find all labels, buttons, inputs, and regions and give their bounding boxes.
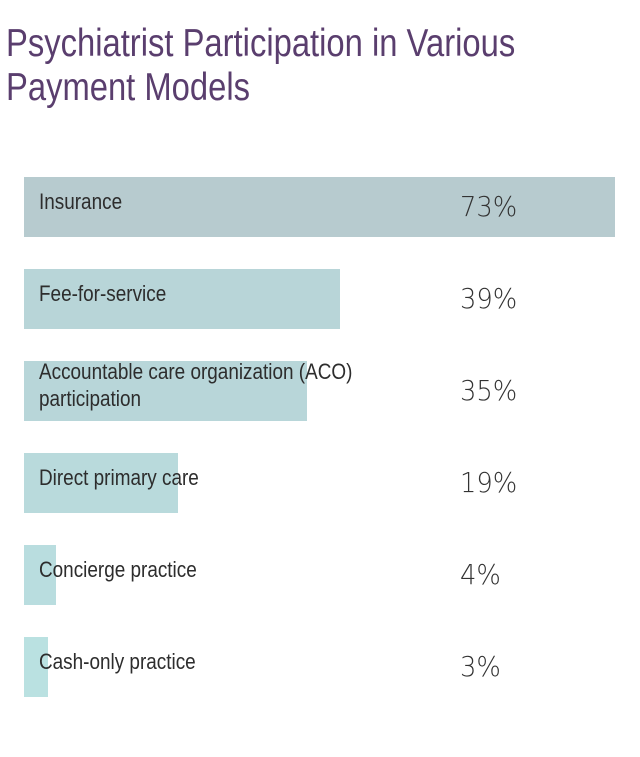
bar-row: Direct primary care 19% (0, 453, 640, 513)
bar (24, 177, 615, 237)
value-label: 35% (460, 374, 518, 407)
category-label-line: participation (39, 386, 142, 411)
bar-row: Concierge practice 4% (0, 545, 640, 605)
bar-row: Fee-for-service 39% (0, 269, 640, 329)
bar-row: Accountable care organization (ACO) parti… (0, 359, 640, 421)
bar (24, 545, 57, 605)
value-label: 4% (460, 558, 501, 591)
value-label: 73% (460, 190, 518, 223)
bar-row: Insurance 73% (0, 177, 640, 237)
category-label-line: Insurance (39, 188, 123, 214)
chart-title-line-1: Psychiatrist Participation in Various (6, 22, 516, 65)
bar-row: Cash-only practice 3% (0, 637, 640, 697)
category-label: Fee-for-service (39, 263, 166, 323)
value-label: 19% (460, 466, 518, 499)
bar (24, 269, 340, 329)
chart-title: Psychiatrist Participation in Various Pa… (6, 22, 515, 110)
bar (24, 453, 178, 513)
category-label-line: Concierge practice (39, 556, 197, 582)
category-label: Insurance (39, 171, 122, 231)
chart-title-line-2: Payment Models (6, 66, 250, 109)
value-label: 39% (460, 282, 518, 315)
category-label: Concierge practice (39, 539, 197, 599)
category-label: Cash-only practice (39, 631, 196, 691)
value-label: 3% (460, 650, 501, 683)
category-label-line: Fee-for-service (39, 280, 167, 306)
category-label-line: Cash-only practice (39, 648, 196, 674)
category-label: Direct primary care (39, 447, 199, 507)
bar (24, 637, 49, 697)
category-label-line: Direct primary care (39, 464, 199, 490)
category-label: Accountable care organization (ACO) parti… (39, 355, 352, 415)
category-label-line: Accountable care organization (ACO) (39, 359, 353, 384)
bar (24, 361, 308, 421)
